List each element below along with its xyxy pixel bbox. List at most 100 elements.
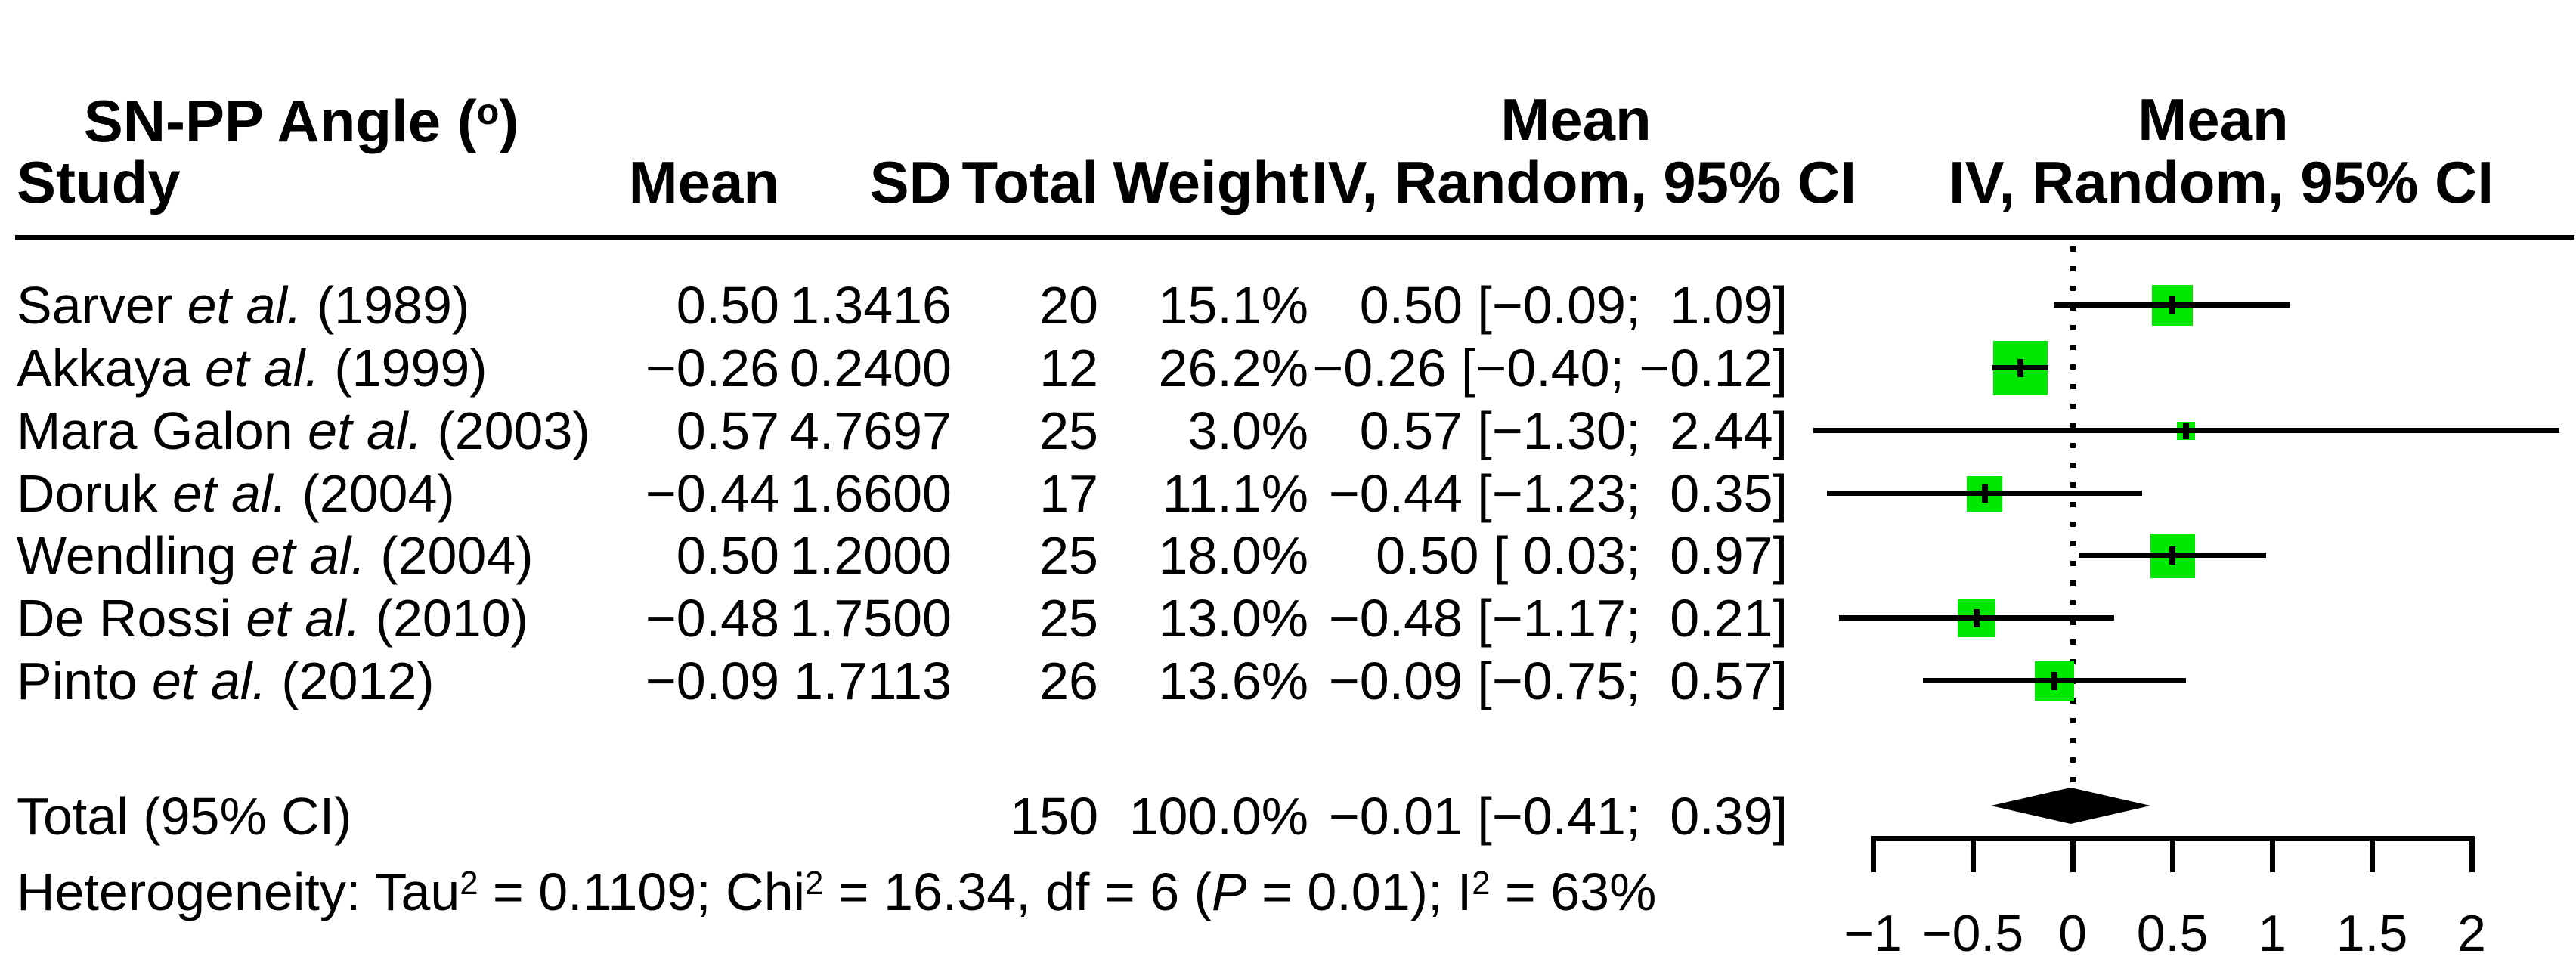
cell-weight: 15.1%: [1158, 276, 1308, 335]
total-row-effect: −0.01 [−0.41; 0.39]: [1328, 787, 1788, 846]
study-label: Doruk et al. (2004): [17, 463, 621, 525]
x-axis-tick-label: 0: [2058, 905, 2087, 962]
pooled-effect-diamond: [1991, 788, 2150, 824]
cell-effect: −0.48 [−1.17; 0.21]: [1328, 589, 1788, 648]
study-year: (2004): [286, 464, 455, 523]
study-label: Sarver et al. (1989): [17, 274, 621, 336]
cell-effect: −0.09 [−0.75; 0.57]: [1328, 652, 1788, 710]
study-etal: et al.: [172, 464, 287, 523]
zero-reference-line: [2070, 246, 2076, 785]
cell-total: 17: [1039, 464, 1098, 523]
total-row-label: Total (95% CI): [17, 787, 352, 846]
study-label: De Rossi et al. (2010): [17, 587, 621, 649]
cell-weight: 26.2%: [1158, 339, 1308, 398]
x-axis-tick-label: 1.5: [2336, 905, 2408, 962]
point-estimate-tick: [2017, 359, 2023, 377]
point-estimate-tick: [2169, 546, 2175, 565]
cell-sd: 4.7697: [789, 401, 952, 460]
cell-effect: 0.57 [−1.30; 2.44]: [1359, 401, 1788, 460]
x-axis-tick: [2270, 836, 2275, 872]
x-axis-tick-label: 2: [2457, 905, 2486, 962]
x-axis-tick-label: −1: [1844, 905, 1903, 962]
heterogeneity-segment: = 63%: [1490, 862, 1657, 921]
cell-sd: 0.2400: [789, 339, 952, 398]
study-name: Akkaya: [17, 339, 205, 398]
study-label: Mara Galon et al. (2003): [17, 400, 621, 462]
cell-weight: 18.0%: [1158, 526, 1308, 585]
title-close-paren: ): [499, 88, 519, 154]
x-axis-tick-label: 1: [2258, 905, 2287, 962]
study-label: Pinto et al. (2012): [17, 650, 621, 712]
x-axis-tick: [2469, 836, 2475, 872]
x-axis-tick: [2370, 836, 2375, 872]
plot-column-header-bottom: IV, Random, 95% CI: [1949, 149, 2494, 215]
cell-sd: 1.3416: [789, 276, 952, 335]
column-header-study: Study: [17, 149, 181, 215]
header-divider-line: [15, 235, 2574, 240]
page-title: SN-PP Angle (o): [18, 17, 519, 154]
study-name: Sarver: [17, 276, 187, 335]
cell-mean: 0.50: [676, 276, 779, 335]
study-year: (2004): [365, 526, 534, 585]
study-year: (2012): [266, 652, 435, 710]
study-etal: et al.: [251, 526, 366, 585]
x-axis-tick-label: 0.5: [2136, 905, 2209, 962]
cell-mean: −0.44: [645, 464, 779, 523]
title-degree-superscript: o: [476, 91, 500, 132]
cell-total: 25: [1039, 401, 1098, 460]
study-etal: et al.: [205, 339, 320, 398]
cell-weight: 3.0%: [1187, 401, 1308, 460]
cell-effect: −0.26 [−0.40; −0.12]: [1312, 339, 1788, 398]
point-estimate-tick: [2169, 296, 2175, 314]
x-axis-tick: [1871, 836, 1876, 872]
study-name: Pinto: [17, 652, 152, 710]
study-label: Akkaya et al. (1999): [17, 337, 621, 399]
cell-mean: −0.26: [645, 339, 779, 398]
heterogeneity-segment: 2: [460, 865, 478, 902]
study-name: Doruk: [17, 464, 173, 523]
study-label: Wendling et al. (2004): [17, 525, 621, 587]
cell-weight: 11.1%: [1162, 464, 1308, 523]
cell-sd: 1.6600: [789, 464, 952, 523]
cell-total: 25: [1039, 589, 1098, 648]
study-name: Wendling: [17, 526, 252, 585]
study-etal: et al.: [246, 589, 361, 648]
heterogeneity-segment: = 0.1109; Chi: [478, 862, 806, 921]
point-estimate-tick: [1974, 609, 1980, 627]
cell-mean: −0.09: [645, 652, 779, 710]
cell-sd: 1.7113: [794, 652, 952, 710]
effect-column-header-top: Mean: [1500, 86, 1652, 153]
heterogeneity-segment: = 0.01); I: [1246, 862, 1472, 921]
study-year: (1989): [302, 276, 470, 335]
effect-column-header-bottom: IV, Random, 95% CI: [1311, 149, 1857, 215]
study-etal: et al.: [187, 276, 302, 335]
cell-total: 26: [1039, 652, 1098, 710]
cell-effect: 0.50 [−0.09; 1.09]: [1359, 276, 1788, 335]
cell-weight: 13.0%: [1158, 589, 1308, 648]
x-axis-tick-label: −0.5: [1921, 905, 2024, 962]
x-axis-tick: [2070, 836, 2076, 872]
cell-weight: 13.6%: [1158, 652, 1308, 710]
column-header-mean: Mean: [628, 149, 779, 215]
column-header-weight: Weight: [1113, 149, 1308, 215]
cell-effect: 0.50 [ 0.03; 0.97]: [1376, 526, 1788, 585]
study-year: (2003): [422, 401, 590, 460]
total-row-weight: 100.0%: [1129, 787, 1308, 846]
title-text: SN-PP Angle (: [83, 88, 477, 154]
heterogeneity-segment: P: [1211, 862, 1247, 921]
cell-mean: 0.57: [676, 401, 779, 460]
cell-mean: −0.48: [645, 589, 779, 648]
cell-total: 12: [1039, 339, 1098, 398]
cell-sd: 1.2000: [789, 526, 952, 585]
study-year: (2010): [361, 589, 528, 648]
total-row-n: 150: [1010, 787, 1098, 846]
cell-total: 25: [1039, 526, 1098, 585]
column-header-total: Total: [961, 149, 1098, 215]
study-etal: et al.: [308, 401, 423, 460]
cell-mean: 0.50: [676, 526, 779, 585]
column-header-sd: SD: [869, 149, 952, 215]
study-etal: et al.: [152, 652, 267, 710]
study-name: De Rossi: [17, 589, 246, 648]
study-year: (1999): [319, 339, 488, 398]
